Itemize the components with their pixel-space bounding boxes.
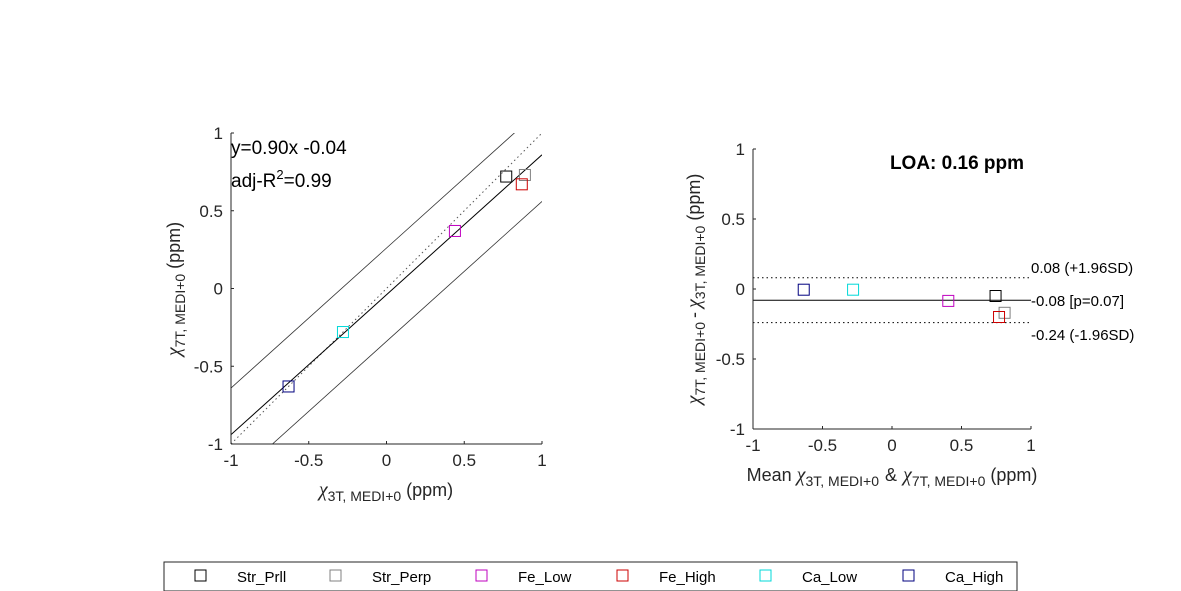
ba-y-label: χ7T, MEDI+0-χ3T, MEDI+0(ppm) (683, 174, 708, 407)
ba-y-tick-label: 1 (736, 140, 745, 159)
correlation-point-fe-low (448, 224, 461, 237)
ba-y-tick-label: -0.5 (716, 350, 745, 369)
correlation-y-tick-label: 1 (214, 124, 223, 143)
bland-altman-points (797, 283, 1011, 323)
legend-label-ca-low: Ca_Low (802, 569, 857, 586)
correlation-y-tick-label: 0.5 (199, 202, 223, 221)
ba-x-sub1: 3T, MEDI+0 (805, 473, 879, 489)
legend-label-fe-high: Fe_High (659, 569, 716, 586)
ba-x-prefix: Mean (747, 465, 792, 485)
ba-x-tick-label: -1 (745, 436, 760, 455)
ba-point-ca-high (797, 283, 810, 296)
legend: Str_Prll Str_Perp Fe_Low Fe_High Ca_Low Ca_Hi… (163, 561, 1018, 591)
correlation-x-tick-label: -0.5 (294, 451, 323, 470)
regression-line (231, 154, 542, 436)
ba-y-tick-label: -1 (730, 420, 745, 439)
legend-marker-ca-high (902, 569, 915, 582)
legend-label-fe-low: Fe_Low (518, 569, 572, 586)
y-label-unit: (ppm) (164, 222, 184, 269)
correlation-point-str-prll (500, 170, 513, 183)
correlation-plot: -1 -0.5 0 0.5 1 -1 -0.5 0 0.5 1 y=0.90x -0.04 adj… (163, 124, 547, 504)
ba-y-unit: (ppm) (684, 174, 704, 221)
fit-r2: adj-R2=0.99 (231, 167, 332, 192)
correlation-points (282, 168, 531, 393)
lower-band-line (271, 201, 542, 444)
ba-y-tick-label: 0.5 (721, 210, 745, 229)
ba-y-symbol1: χ (683, 394, 705, 406)
ba-y-tick-label: 0 (736, 280, 745, 299)
correlation-point-ca-low (336, 326, 349, 339)
bland-altman-lines (753, 277, 1031, 324)
ba-x-tick-label: 1 (1026, 436, 1035, 455)
ba-upper-label: 0.08 (+1.96SD) (1031, 260, 1133, 277)
ba-x-unit: (ppm) (990, 465, 1037, 485)
ba-x-symbol2: χ (901, 464, 913, 486)
ba-lower-label: -0.24 (-1.96SD) (1031, 327, 1134, 344)
correlation-x-tick-label: -1 (223, 451, 238, 470)
ba-x-symbol1: χ (795, 464, 807, 486)
correlation-x-label: χ3T, MEDI+0 (ppm) (317, 479, 453, 504)
legend-marker-fe-low (475, 569, 488, 582)
ba-point-ca-low (847, 283, 860, 296)
legend-label-str-perp: Str_Perp (372, 569, 431, 586)
ba-point-fe-low (942, 294, 955, 307)
fit-r2-value: =0.99 (284, 171, 332, 192)
fit-equation: y=0.90x -0.04 (231, 138, 347, 159)
ba-x-tick-label: -0.5 (808, 436, 837, 455)
ba-x-sub2: 7T, MEDI+0 (912, 473, 986, 489)
legend-marker-str-prll (194, 569, 207, 582)
correlation-lines (231, 133, 542, 444)
y-label-sub: 7T, MEDI+0 (172, 274, 188, 348)
ba-x-label: Mean χ3T, MEDI+0 & χ7T, MEDI+0 (ppm) (747, 464, 1038, 489)
ba-y-symbol2: χ (683, 298, 705, 310)
correlation-x-tick-label: 0.5 (452, 451, 476, 470)
upper-band-line (231, 133, 515, 389)
correlation-point-str-perp (518, 168, 531, 181)
bland-altman-ticks: -1 -0.5 0 0.5 1 -1 -0.5 0 0.5 1 (716, 140, 1036, 455)
ba-point-fe-high (993, 311, 1006, 323)
legend-marker-str-perp (329, 569, 342, 582)
fit-r2-prefix: adj-R (231, 171, 276, 192)
correlation-x-tick-label: 0 (382, 451, 391, 470)
correlation-x-tick-label: 1 (537, 451, 546, 470)
ba-y-sub2: 3T, MEDI+0 (692, 225, 708, 299)
legend-label-ca-high: Ca_High (945, 569, 1003, 586)
legend-marker-ca-low (759, 569, 772, 582)
correlation-ticks: -1 -0.5 0 0.5 1 -1 -0.5 0 0.5 1 (194, 124, 547, 470)
legend-label-str-prll: Str_Prll (237, 569, 286, 586)
x-label-unit: (ppm) (406, 480, 453, 500)
correlation-point-fe-high (515, 178, 528, 191)
bland-altman-plot: -1 -0.5 0 0.5 1 -1 -0.5 0 0.5 1 LOA: 0.16 ppm 0.0… (683, 140, 1134, 489)
y-label-symbol: χ (163, 346, 185, 358)
legend-box (163, 561, 1018, 591)
x-label-sub: 3T, MEDI+0 (328, 488, 402, 504)
correlation-y-tick-label: -1 (208, 435, 223, 454)
correlation-y-label: χ7T, MEDI+0 (ppm) (163, 222, 188, 358)
correlation-y-tick-label: 0 (214, 280, 223, 299)
ba-point-str-prll (989, 290, 1002, 302)
x-label-symbol: χ (317, 479, 329, 501)
ba-mean-label: -0.08 [p=0.07] (1031, 293, 1124, 310)
correlation-y-tick-label: -0.5 (194, 357, 223, 376)
correlation-point-ca-high (282, 380, 295, 393)
ba-title: LOA: 0.16 ppm (890, 153, 1024, 174)
ba-y-minus: - (684, 312, 704, 318)
ba-x-tick-label: 0.5 (950, 436, 974, 455)
ba-x-amp: & (885, 465, 897, 485)
fit-r2-sup: 2 (276, 167, 283, 182)
ba-x-tick-label: 0 (887, 436, 896, 455)
ba-y-sub1: 7T, MEDI+0 (692, 322, 708, 396)
legend-marker-fe-high (616, 569, 629, 582)
